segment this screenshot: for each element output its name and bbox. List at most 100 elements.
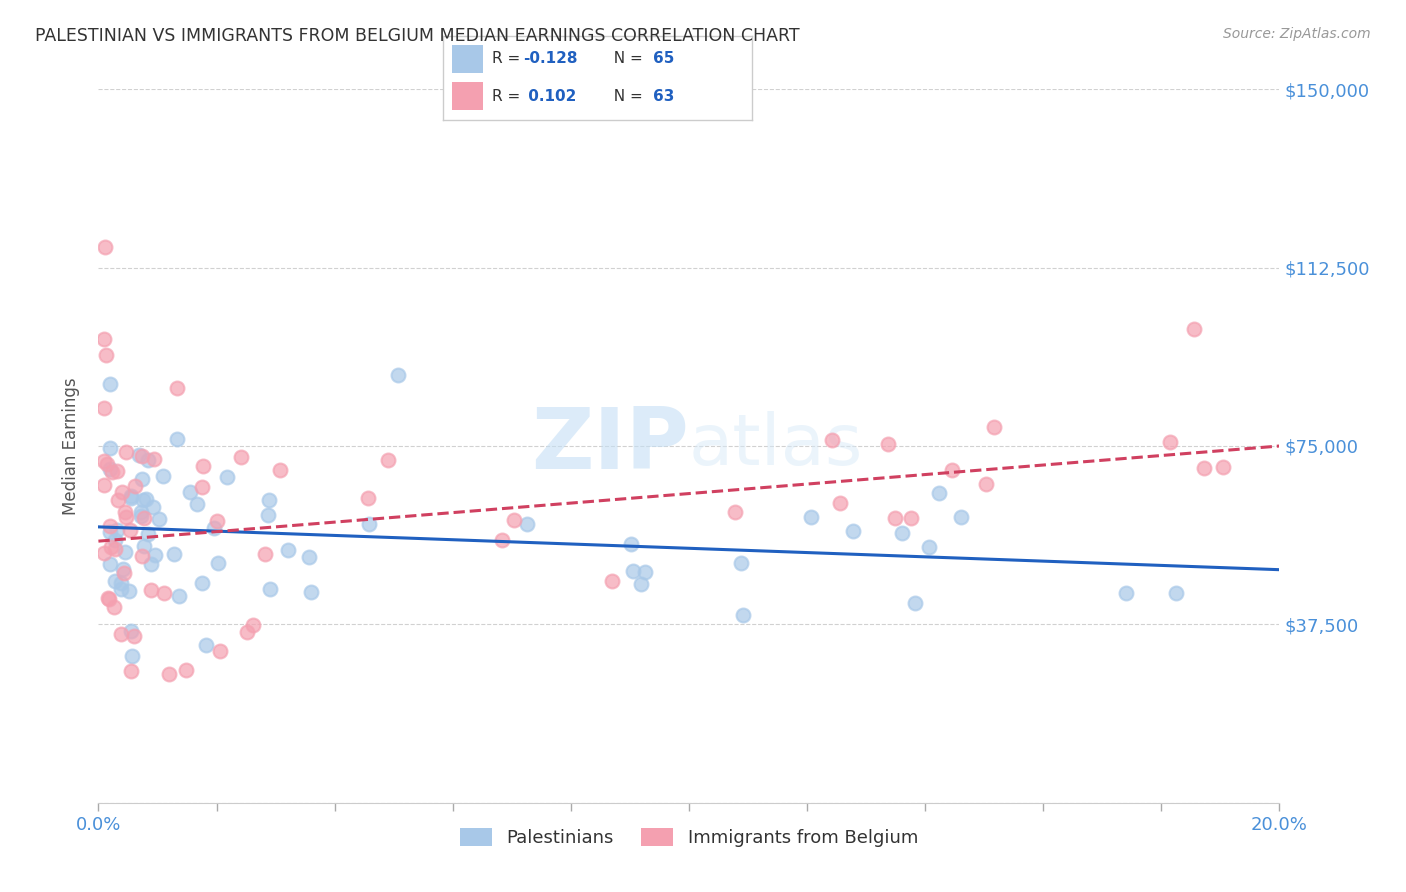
- Point: [101, 465, 124, 479]
- Point: [112, 566, 135, 581]
- Point: [104, 533, 127, 547]
- Point: [191, 576, 214, 591]
- Point: [724, 506, 747, 520]
- Point: [235, 625, 257, 640]
- Point: [98, 377, 121, 392]
- Point: [132, 511, 155, 525]
- Point: [620, 537, 643, 551]
- Point: [174, 664, 197, 678]
- Point: [1115, 586, 1137, 600]
- Point: [143, 452, 166, 467]
- Point: [277, 543, 299, 558]
- Text: 65: 65: [654, 51, 675, 66]
- Point: [257, 508, 280, 522]
- Point: [120, 523, 142, 537]
- Point: [621, 564, 644, 578]
- Point: [918, 540, 941, 554]
- Text: -0.128: -0.128: [523, 51, 578, 66]
- Point: [98, 441, 121, 455]
- Point: [167, 589, 190, 603]
- Point: [139, 557, 162, 571]
- Point: [93, 454, 115, 468]
- Point: [842, 524, 865, 539]
- Point: [97, 591, 120, 606]
- Point: [299, 585, 322, 599]
- Point: [377, 453, 399, 467]
- Point: [1212, 459, 1234, 474]
- Point: [114, 504, 136, 518]
- Point: [949, 510, 972, 524]
- Text: R =: R =: [492, 51, 526, 66]
- Point: [100, 540, 122, 554]
- Point: [186, 497, 208, 511]
- Point: [357, 516, 380, 531]
- Point: [974, 476, 997, 491]
- Point: [900, 511, 922, 525]
- Point: [630, 576, 652, 591]
- Point: [104, 542, 127, 557]
- Point: [1164, 586, 1187, 600]
- Point: [502, 513, 524, 527]
- Point: [143, 548, 166, 562]
- Point: [97, 591, 120, 606]
- Point: [118, 583, 141, 598]
- Point: [131, 450, 153, 464]
- Point: [179, 485, 201, 500]
- Point: [110, 627, 132, 641]
- Point: [111, 484, 134, 499]
- Point: [129, 509, 152, 524]
- Legend: Palestinians, Immigrants from Belgium: Palestinians, Immigrants from Belgium: [453, 821, 925, 855]
- Point: [96, 457, 118, 471]
- Point: [131, 472, 153, 486]
- Point: [229, 450, 252, 465]
- Point: [122, 629, 145, 643]
- Point: [131, 549, 153, 563]
- Point: [257, 492, 280, 507]
- Point: [94, 240, 117, 254]
- Point: [93, 401, 115, 415]
- Point: [730, 556, 752, 570]
- Point: [134, 540, 156, 554]
- Point: [242, 617, 264, 632]
- Point: [120, 624, 142, 639]
- Point: [883, 511, 905, 525]
- Point: [600, 574, 623, 588]
- Text: 63: 63: [654, 89, 675, 104]
- Text: R =: R =: [492, 89, 526, 104]
- Point: [94, 348, 117, 362]
- Point: [1184, 321, 1206, 335]
- Point: [93, 478, 115, 492]
- Point: [191, 480, 214, 494]
- Point: [298, 549, 321, 564]
- Point: [357, 491, 380, 505]
- Point: [193, 458, 215, 473]
- Point: [98, 462, 121, 476]
- Point: [98, 557, 121, 571]
- Point: [114, 545, 136, 559]
- Point: [120, 489, 142, 503]
- Point: [217, 469, 239, 483]
- Point: [166, 432, 188, 446]
- Point: [928, 485, 950, 500]
- Point: [132, 492, 155, 507]
- Point: [153, 586, 176, 600]
- Point: [194, 638, 217, 652]
- Point: [98, 524, 121, 539]
- Point: [136, 453, 159, 467]
- Point: [142, 500, 165, 515]
- Point: [114, 510, 136, 524]
- Point: [491, 533, 513, 548]
- Point: [103, 599, 125, 614]
- Point: [104, 574, 127, 589]
- Point: [148, 512, 170, 526]
- Point: [830, 496, 852, 510]
- Point: [254, 547, 277, 561]
- Point: [139, 583, 162, 598]
- Point: [120, 491, 142, 506]
- Point: [157, 667, 180, 681]
- Point: [202, 521, 225, 535]
- Point: [163, 547, 186, 561]
- Point: [121, 649, 143, 664]
- Point: [107, 492, 129, 507]
- Point: [111, 561, 134, 575]
